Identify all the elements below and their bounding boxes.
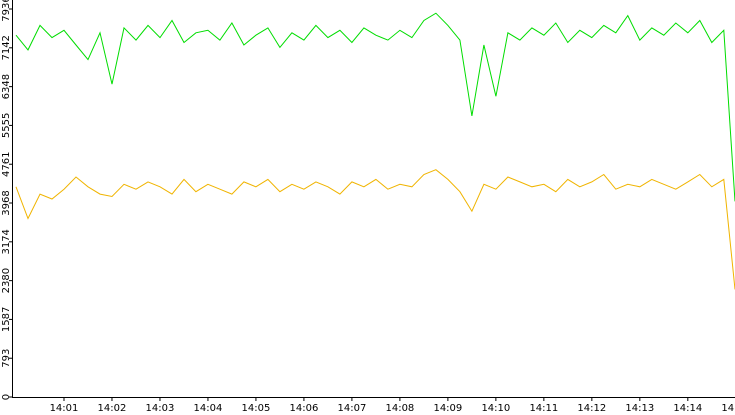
x-tick-label: 14:03 [146, 403, 175, 414]
x-tick-label: 14:12 [577, 403, 606, 414]
y-tick-label: 7142 [1, 35, 12, 60]
y-tick-label: 5555 [1, 113, 12, 138]
x-tick-label: 14:08 [385, 403, 414, 414]
x-tick-label: 14:01 [50, 403, 79, 414]
y-tick-label: 6348 [1, 74, 12, 99]
x-tick-label: 14:05 [242, 403, 271, 414]
x-tick-label: 14:10 [481, 403, 510, 414]
y-tick-label: 0 [1, 394, 12, 400]
x-tick-label: 14:02 [98, 403, 127, 414]
series-line [15, 12, 735, 202]
x-tick-label: 14:13 [625, 403, 654, 414]
y-tick-label: 793 [1, 349, 12, 368]
x-tick-label: 14:14 [673, 403, 702, 414]
x-tick-label: 14:06 [290, 403, 319, 414]
y-tick-label: 4761 [1, 152, 12, 177]
x-tick-label: 14:11 [529, 403, 558, 414]
x-tick-label: 14:07 [337, 403, 366, 414]
y-tick-label: 7936 [1, 0, 12, 22]
x-tick-label: 14:04 [194, 403, 223, 414]
y-tick-label: 1587 [1, 307, 12, 332]
x-tick-label: 14:15 [721, 403, 735, 414]
series-line [15, 169, 735, 290]
y-tick-label: 3968 [1, 190, 12, 215]
x-tick-label: 14:09 [433, 403, 462, 414]
y-tick-label: 3174 [1, 229, 12, 254]
y-tick-label: 2380 [1, 268, 12, 293]
